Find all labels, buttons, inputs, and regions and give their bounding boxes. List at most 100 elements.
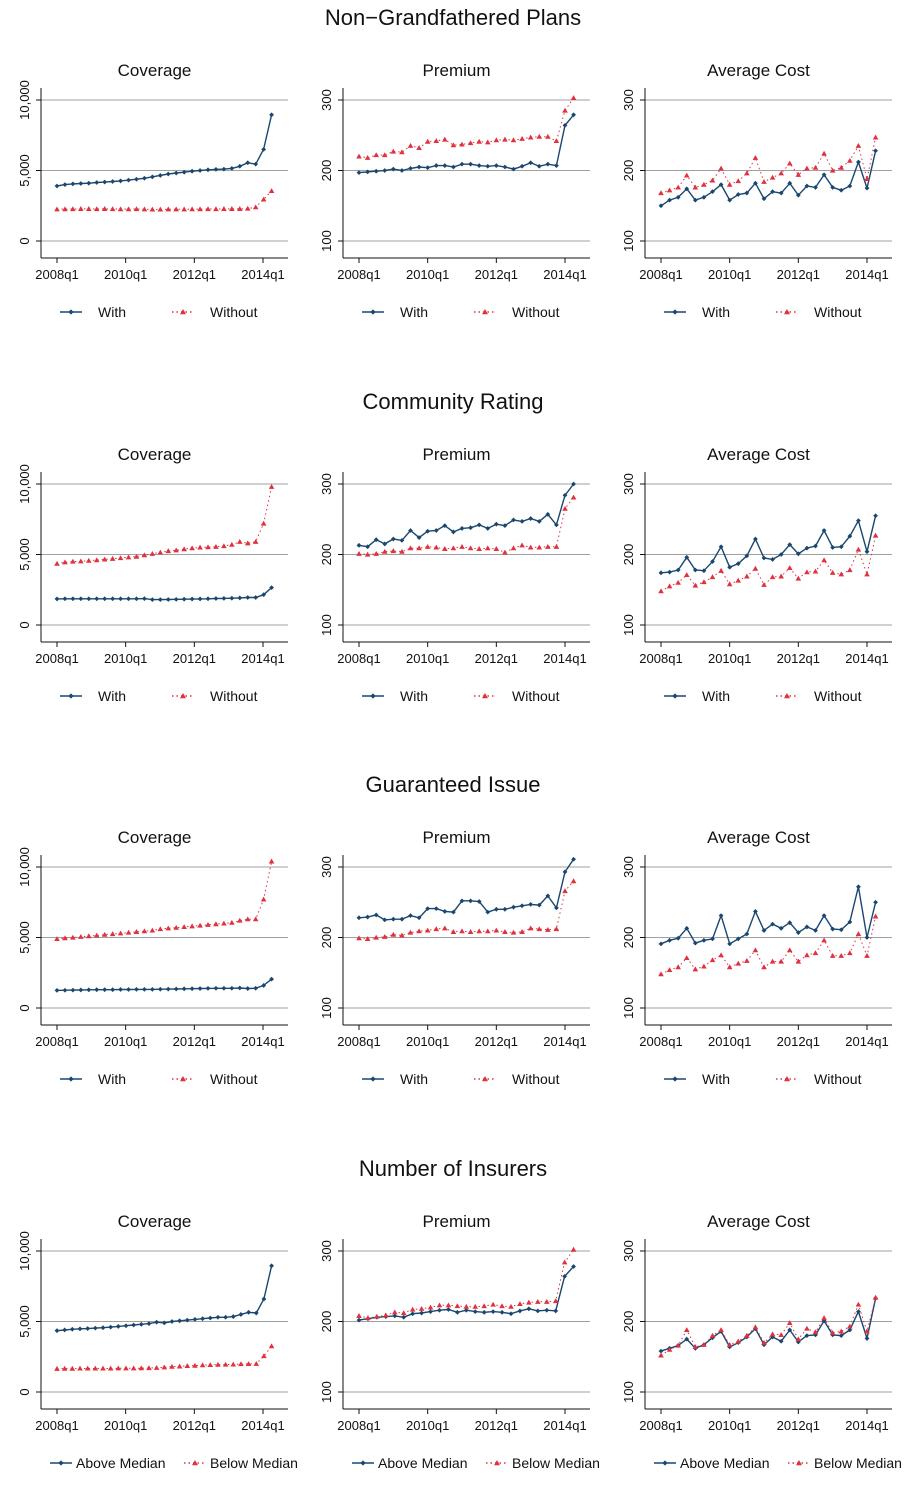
panel-title: Average Cost — [707, 828, 810, 847]
series-line-without — [358, 97, 575, 159]
data-point — [381, 548, 388, 554]
data-point — [157, 597, 163, 603]
data-point — [205, 167, 211, 173]
data-point — [253, 1361, 260, 1366]
data-point — [709, 957, 716, 963]
data-point — [778, 958, 784, 964]
data-point — [701, 937, 707, 943]
data-point — [373, 152, 379, 158]
data-point — [365, 914, 370, 920]
chart-panel: Average Cost 100 200 300 2008q1 2010q1 2012q1 2… — [621, 828, 892, 1087]
data-point — [519, 542, 525, 548]
legend-label: With — [400, 1071, 428, 1087]
data-point — [173, 206, 180, 212]
data-point — [658, 1352, 664, 1358]
data-point — [864, 1328, 870, 1334]
data-point — [409, 1306, 416, 1312]
data-point — [666, 1346, 673, 1352]
data-point — [446, 1307, 451, 1312]
y-tick-label: 0 — [17, 237, 32, 244]
data-point — [554, 905, 559, 911]
data-point — [165, 925, 172, 931]
data-point — [701, 963, 707, 969]
data-point — [229, 595, 235, 601]
data-point — [381, 152, 388, 158]
x-tick-label: 2008q1 — [639, 267, 682, 282]
data-point — [134, 596, 139, 602]
data-point — [472, 1309, 478, 1315]
legend-marker — [370, 309, 376, 315]
data-point — [237, 163, 243, 169]
data-point — [70, 206, 76, 212]
data-point — [727, 197, 733, 203]
data-point — [718, 165, 724, 171]
x-tick-label: 2008q1 — [639, 1034, 682, 1049]
group-title: Guaranteed Issue — [365, 772, 541, 797]
data-point — [675, 1342, 681, 1348]
data-point — [804, 569, 810, 575]
data-point — [189, 923, 195, 929]
data-point — [199, 1362, 206, 1368]
data-point — [872, 913, 879, 919]
data-point — [382, 917, 388, 923]
data-point — [829, 167, 836, 173]
data-point — [268, 1343, 275, 1349]
data-point — [770, 189, 775, 195]
legend-marker — [672, 693, 678, 699]
data-point — [519, 929, 525, 934]
legend-marker — [192, 1460, 198, 1466]
data-point — [173, 596, 179, 602]
y-tick-label: 300 — [621, 89, 636, 111]
data-point — [872, 1294, 879, 1300]
data-point — [517, 1301, 523, 1306]
data-point — [442, 136, 448, 142]
data-point — [433, 906, 439, 911]
panel-title: Average Cost — [707, 61, 810, 80]
data-point — [268, 484, 275, 489]
data-point — [433, 926, 440, 932]
data-point — [561, 1259, 568, 1265]
series-line-without — [56, 861, 273, 940]
data-point — [812, 950, 819, 956]
data-point — [778, 552, 784, 557]
data-point — [795, 192, 801, 198]
data-point — [252, 539, 259, 544]
data-point — [400, 1310, 407, 1316]
data-point — [221, 595, 227, 601]
x-tick-label: 2010q1 — [104, 1034, 147, 1049]
series-line-with — [56, 587, 273, 601]
data-point — [213, 596, 219, 601]
data-point — [260, 520, 267, 526]
data-point — [61, 1365, 68, 1371]
data-point — [69, 1326, 75, 1332]
series-line-without — [56, 190, 272, 210]
legend-marker — [784, 1076, 790, 1082]
data-point — [562, 869, 568, 875]
x-tick-label: 2010q1 — [406, 1418, 449, 1433]
data-point — [101, 206, 108, 211]
data-point — [86, 987, 92, 993]
data-point — [365, 1315, 371, 1321]
data-point — [667, 937, 672, 943]
y-tick-label: 10,000 — [17, 847, 32, 887]
data-point — [62, 1327, 68, 1333]
data-point — [778, 1338, 784, 1344]
data-point — [102, 987, 108, 993]
data-point — [165, 986, 171, 992]
data-point — [62, 182, 68, 187]
data-point — [189, 206, 195, 212]
data-point — [181, 169, 187, 175]
data-point — [658, 1348, 664, 1354]
x-tick-label: 2014q1 — [241, 1034, 284, 1049]
x-tick-label: 2012q1 — [475, 1034, 518, 1049]
legend-marker — [180, 693, 186, 699]
data-point — [562, 107, 568, 113]
data-point — [838, 187, 844, 193]
data-point — [356, 153, 362, 159]
data-point — [856, 884, 861, 890]
data-point — [197, 596, 203, 602]
legend-marker — [360, 1460, 366, 1466]
legend-label: Without — [814, 688, 862, 704]
data-point — [499, 1309, 505, 1315]
data-point — [545, 511, 551, 517]
